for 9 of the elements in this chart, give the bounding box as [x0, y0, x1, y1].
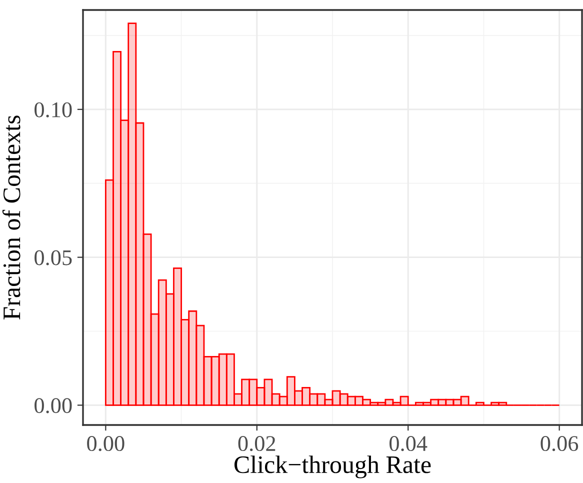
y-tick-label: 0.10 — [34, 102, 72, 118]
x-tick-label: 0.02 — [238, 436, 276, 452]
x-tick-label: 0.06 — [540, 436, 578, 452]
x-tick-label: 0.04 — [390, 436, 428, 452]
y-tick-label: 0.00 — [34, 398, 72, 414]
y-axis-title: Fraction of Contexts — [2, 116, 20, 320]
x-tick-label: 0.00 — [87, 436, 124, 452]
y-tick-label: 0.05 — [34, 250, 72, 266]
x-axis-title: Click−through Rate — [234, 456, 431, 478]
